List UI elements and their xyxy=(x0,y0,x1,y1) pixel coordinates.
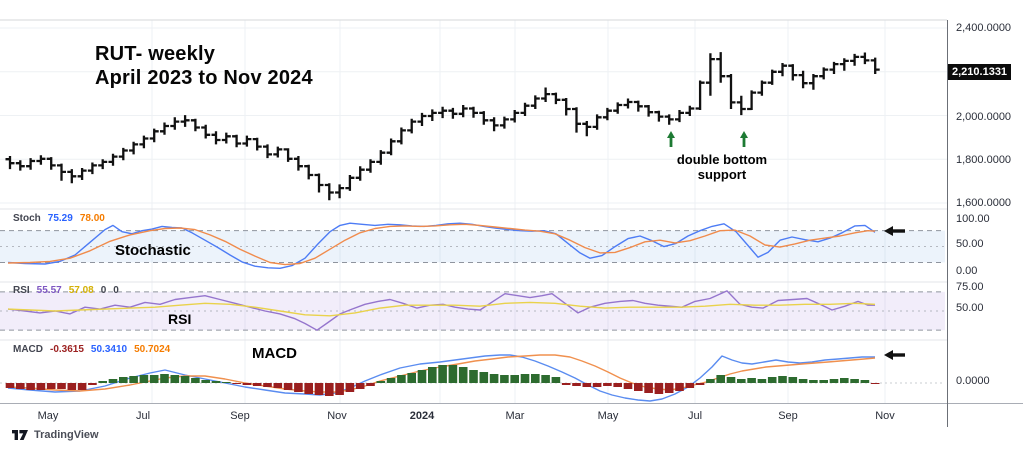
rsi-legend[interactable]: RSI 55.57 57.08 0 0 xyxy=(13,285,119,296)
stoch-d-line xyxy=(7,223,876,266)
time-axis-label: May xyxy=(597,410,619,422)
macd-legend-signal-value: 50.7024 xyxy=(134,344,171,355)
green-up-arrow xyxy=(667,131,675,138)
chart-title: RUT- weekly April 2023 to Nov 2024 xyxy=(95,42,313,90)
double-bottom-annotation-line1: double bottom xyxy=(676,152,768,167)
time-axis-label: Jul xyxy=(687,410,703,422)
price-axis-label: 0.0000 xyxy=(956,375,990,387)
time-axis-label: Nov xyxy=(327,410,347,422)
black-left-arrow xyxy=(884,350,893,360)
chart-title-line2: April 2023 to Nov 2024 xyxy=(95,67,313,89)
price-bars xyxy=(5,52,880,201)
stoch-legend-name: Stoch xyxy=(13,213,41,224)
time-axis-label: Sep xyxy=(230,410,250,422)
stoch-legend-d-value: 78.00 xyxy=(79,213,105,224)
double-bottom-annotation-line2: support xyxy=(697,167,747,182)
price-axis-label: 1,600.0000 xyxy=(956,197,1012,209)
macd-text-drawing[interactable]: MACD xyxy=(252,345,297,362)
rsi-legend-ma-value: 57.08 xyxy=(68,285,94,296)
macd-signal-line xyxy=(7,354,876,393)
time-axis-label: Nov xyxy=(875,410,895,422)
price-axis-label: 2,000.0000 xyxy=(956,111,1012,123)
tradingview-attribution-text: TradingView xyxy=(34,429,99,441)
stoch-panel xyxy=(0,222,945,269)
rsi-legend-extra1: 0 xyxy=(100,285,107,296)
chart-title-line1: RUT- weekly xyxy=(95,43,216,65)
rsi-legend-extra2: 0 xyxy=(113,285,119,296)
green-up-arrow xyxy=(740,131,748,138)
double-bottom-annotation[interactable]: double bottom support xyxy=(655,152,789,182)
arrow-drawings[interactable] xyxy=(667,131,905,360)
price-axis-label: 75.00 xyxy=(956,281,984,293)
panel-borders xyxy=(0,19,1023,427)
tradingview-attribution[interactable]: TradingView xyxy=(12,429,99,441)
stochastic-text-drawing[interactable]: Stochastic xyxy=(115,242,191,259)
price-axis-label: 50.00 xyxy=(956,238,984,250)
rsi-legend-value: 55.57 xyxy=(36,285,62,296)
stoch-k-line xyxy=(7,222,876,269)
macd-legend-name: MACD xyxy=(13,344,43,355)
macd-legend-macd-value: 50.3410 xyxy=(90,344,128,355)
grid-lines xyxy=(0,20,947,404)
time-axis-label: Mar xyxy=(505,410,525,422)
rsi-panel xyxy=(0,290,945,331)
time-axis-label: Sep xyxy=(778,410,798,422)
last-price-badge: 2,210.1331 xyxy=(948,64,1012,80)
stoch-legend[interactable]: Stoch 75.29 78.00 xyxy=(13,213,105,224)
rsi-rsima-line xyxy=(7,301,876,317)
time-axis-label: May xyxy=(37,410,59,422)
stoch-legend-k-value: 75.29 xyxy=(47,213,73,224)
time-axis-label: 2024 xyxy=(409,410,435,422)
time-axis-label: Jul xyxy=(135,410,151,422)
price-axis-label: 50.00 xyxy=(956,302,984,314)
price-axis-label: 0.00 xyxy=(956,265,978,277)
price-axis-label: 1,800.0000 xyxy=(956,154,1012,166)
price-axis-label: 100.00 xyxy=(956,213,990,225)
rsi-text-drawing[interactable]: RSI xyxy=(168,311,192,327)
price-axis-label: 2,400.0000 xyxy=(956,22,1012,34)
black-left-arrow xyxy=(884,226,893,236)
rsi-legend-name: RSI xyxy=(13,285,30,296)
macd-histogram xyxy=(5,365,880,396)
macd-legend[interactable]: MACD -0.3615 50.3410 50.7024 xyxy=(13,344,170,355)
macd-legend-histogram-value: -0.3615 xyxy=(50,344,84,355)
tradingview-logo-icon xyxy=(12,430,28,440)
